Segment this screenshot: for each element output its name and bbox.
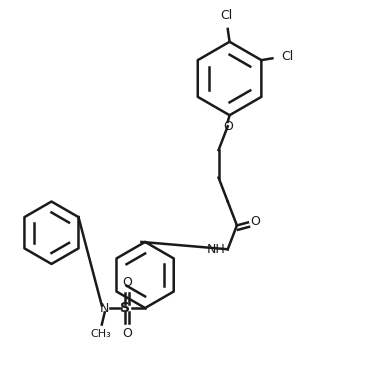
Text: NH: NH	[207, 243, 226, 256]
Text: Cl: Cl	[282, 50, 294, 63]
Text: O: O	[250, 215, 260, 228]
Text: O: O	[223, 120, 233, 133]
Text: S: S	[120, 301, 130, 315]
Text: CH₃: CH₃	[91, 329, 111, 339]
Text: N: N	[100, 302, 109, 314]
Text: O: O	[122, 327, 132, 340]
Text: Cl: Cl	[220, 9, 232, 21]
Text: O: O	[122, 276, 132, 289]
